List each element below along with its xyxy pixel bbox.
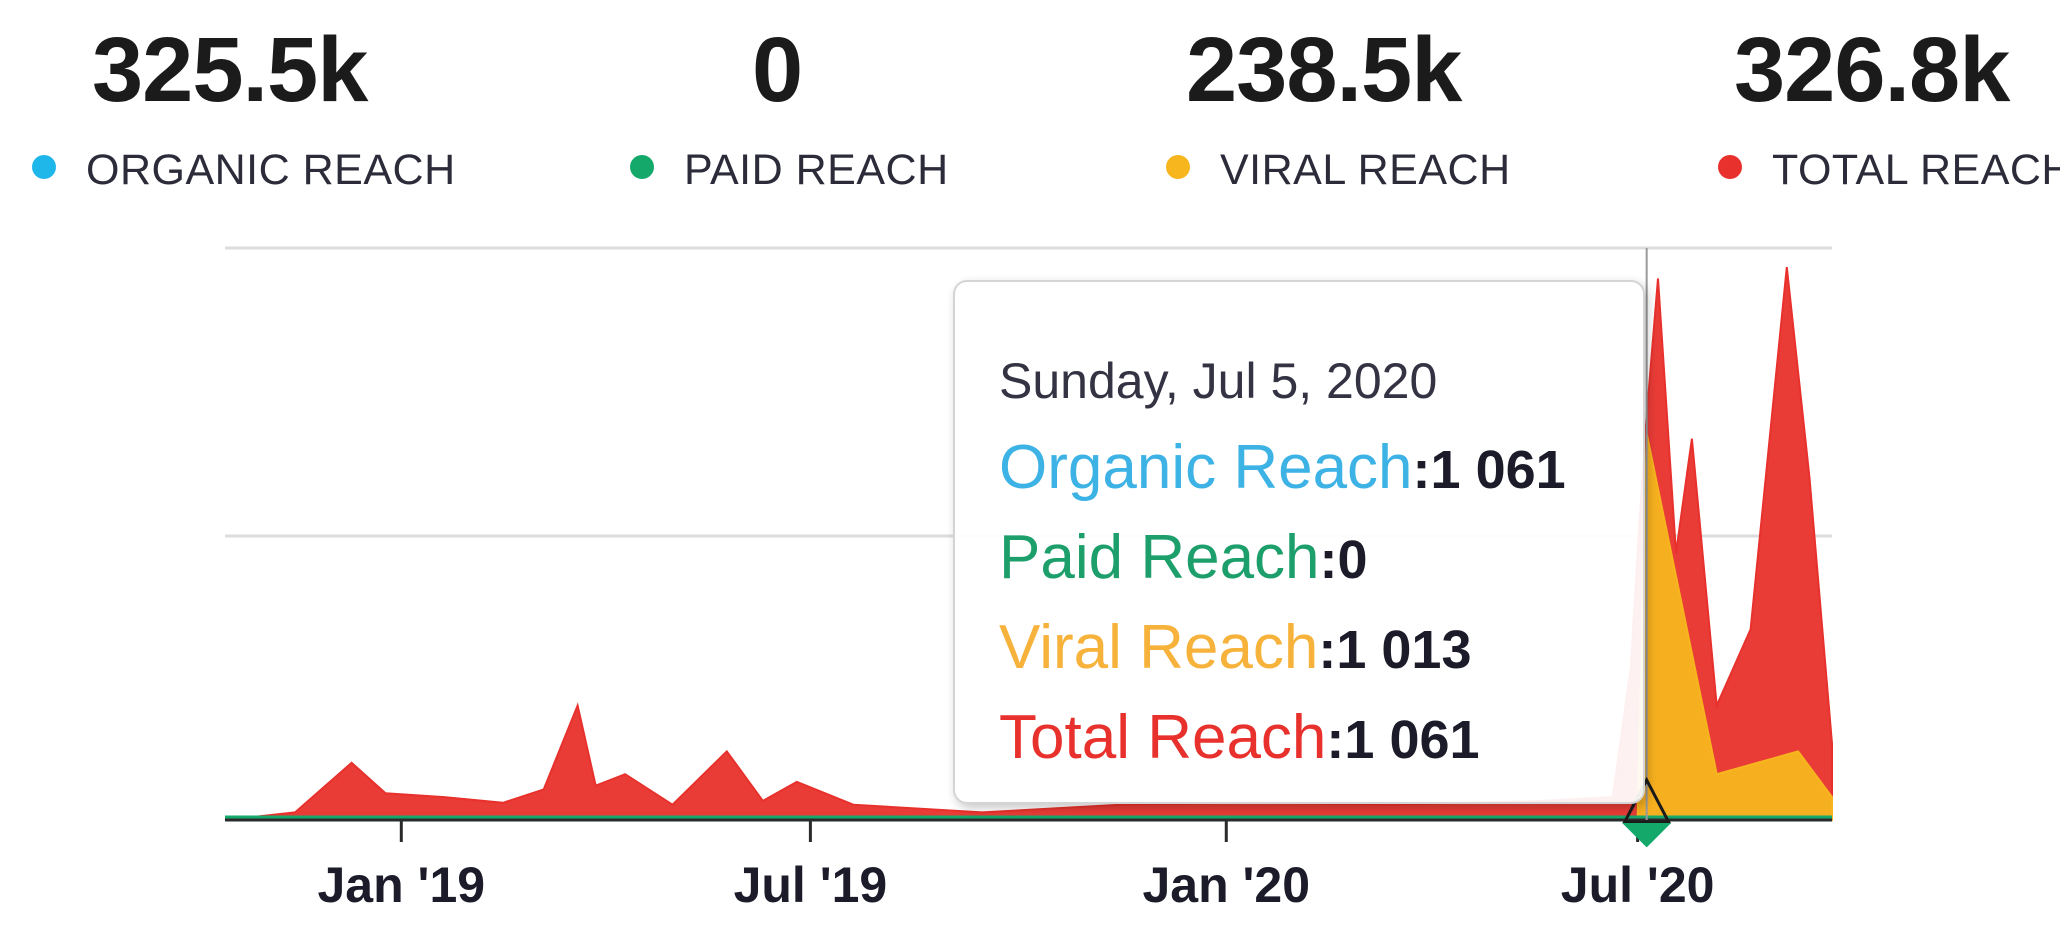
- tooltip-series-value: 1 061: [1344, 710, 1480, 770]
- tooltip-series-value: 1 061: [1430, 440, 1566, 500]
- tooltip-row-total: Total Reach:1 061: [999, 703, 1480, 772]
- tooltip-row-viral: Viral Reach:1 013: [999, 613, 1472, 682]
- tooltip-series-name: Organic Reach: [999, 433, 1413, 502]
- legend-dot-icon: [630, 154, 654, 179]
- stat-value: 326.8k: [1734, 19, 2010, 121]
- x-tick-label: Jan '20: [1142, 857, 1310, 913]
- stat-label-text: TOTAL REACH: [1772, 146, 2060, 194]
- tooltip-series-name: Viral Reach: [999, 613, 1319, 682]
- x-tick-label: Jul '19: [734, 857, 888, 913]
- x-axis: Jan '19 Jul '19 Jan '20 Jul '20: [225, 818, 1832, 913]
- tooltip-row-organic: Organic Reach:1 061: [999, 433, 1566, 502]
- stat-label-text: ORGANIC REACH: [86, 146, 456, 194]
- stat-label-text: PAID REACH: [684, 146, 949, 194]
- tooltip-series-name: Total Reach: [999, 703, 1327, 772]
- chart-tooltip: Sunday, Jul 5, 2020 Organic Reach:1 061 …: [953, 280, 1645, 804]
- stats-row: 325.5k ORGANIC REACH 0 PAID REACH 238.5k…: [0, 0, 2060, 210]
- stat-value: 0: [752, 19, 803, 121]
- stat-value: 238.5k: [1186, 19, 1462, 121]
- tooltip-series-name: Paid Reach: [999, 523, 1320, 592]
- stat-label-text: VIRAL REACH: [1220, 146, 1511, 194]
- legend-dot-icon: [1166, 154, 1190, 179]
- tooltip-date: Sunday, Jul 5, 2020: [999, 353, 1438, 409]
- legend-dot-icon: [1718, 154, 1742, 179]
- stat-label: TOTAL REACH: [1718, 146, 2060, 195]
- stat-label: VIRAL REACH: [1166, 146, 1511, 195]
- tooltip-row-paid: Paid Reach:0: [999, 523, 1368, 592]
- x-tick-label: Jul '20: [1561, 857, 1715, 913]
- stat-value: 325.5k: [92, 19, 368, 121]
- stat-label: PAID REACH: [630, 146, 949, 195]
- hover-marker-down-icon: [1622, 823, 1672, 848]
- tooltip-series-value: 1 013: [1336, 620, 1472, 680]
- stat-label: ORGANIC REACH: [32, 146, 456, 195]
- x-tick-label: Jan '19: [318, 857, 486, 913]
- tooltip-series-value: 0: [1337, 530, 1368, 590]
- legend-dot-icon: [32, 154, 56, 179]
